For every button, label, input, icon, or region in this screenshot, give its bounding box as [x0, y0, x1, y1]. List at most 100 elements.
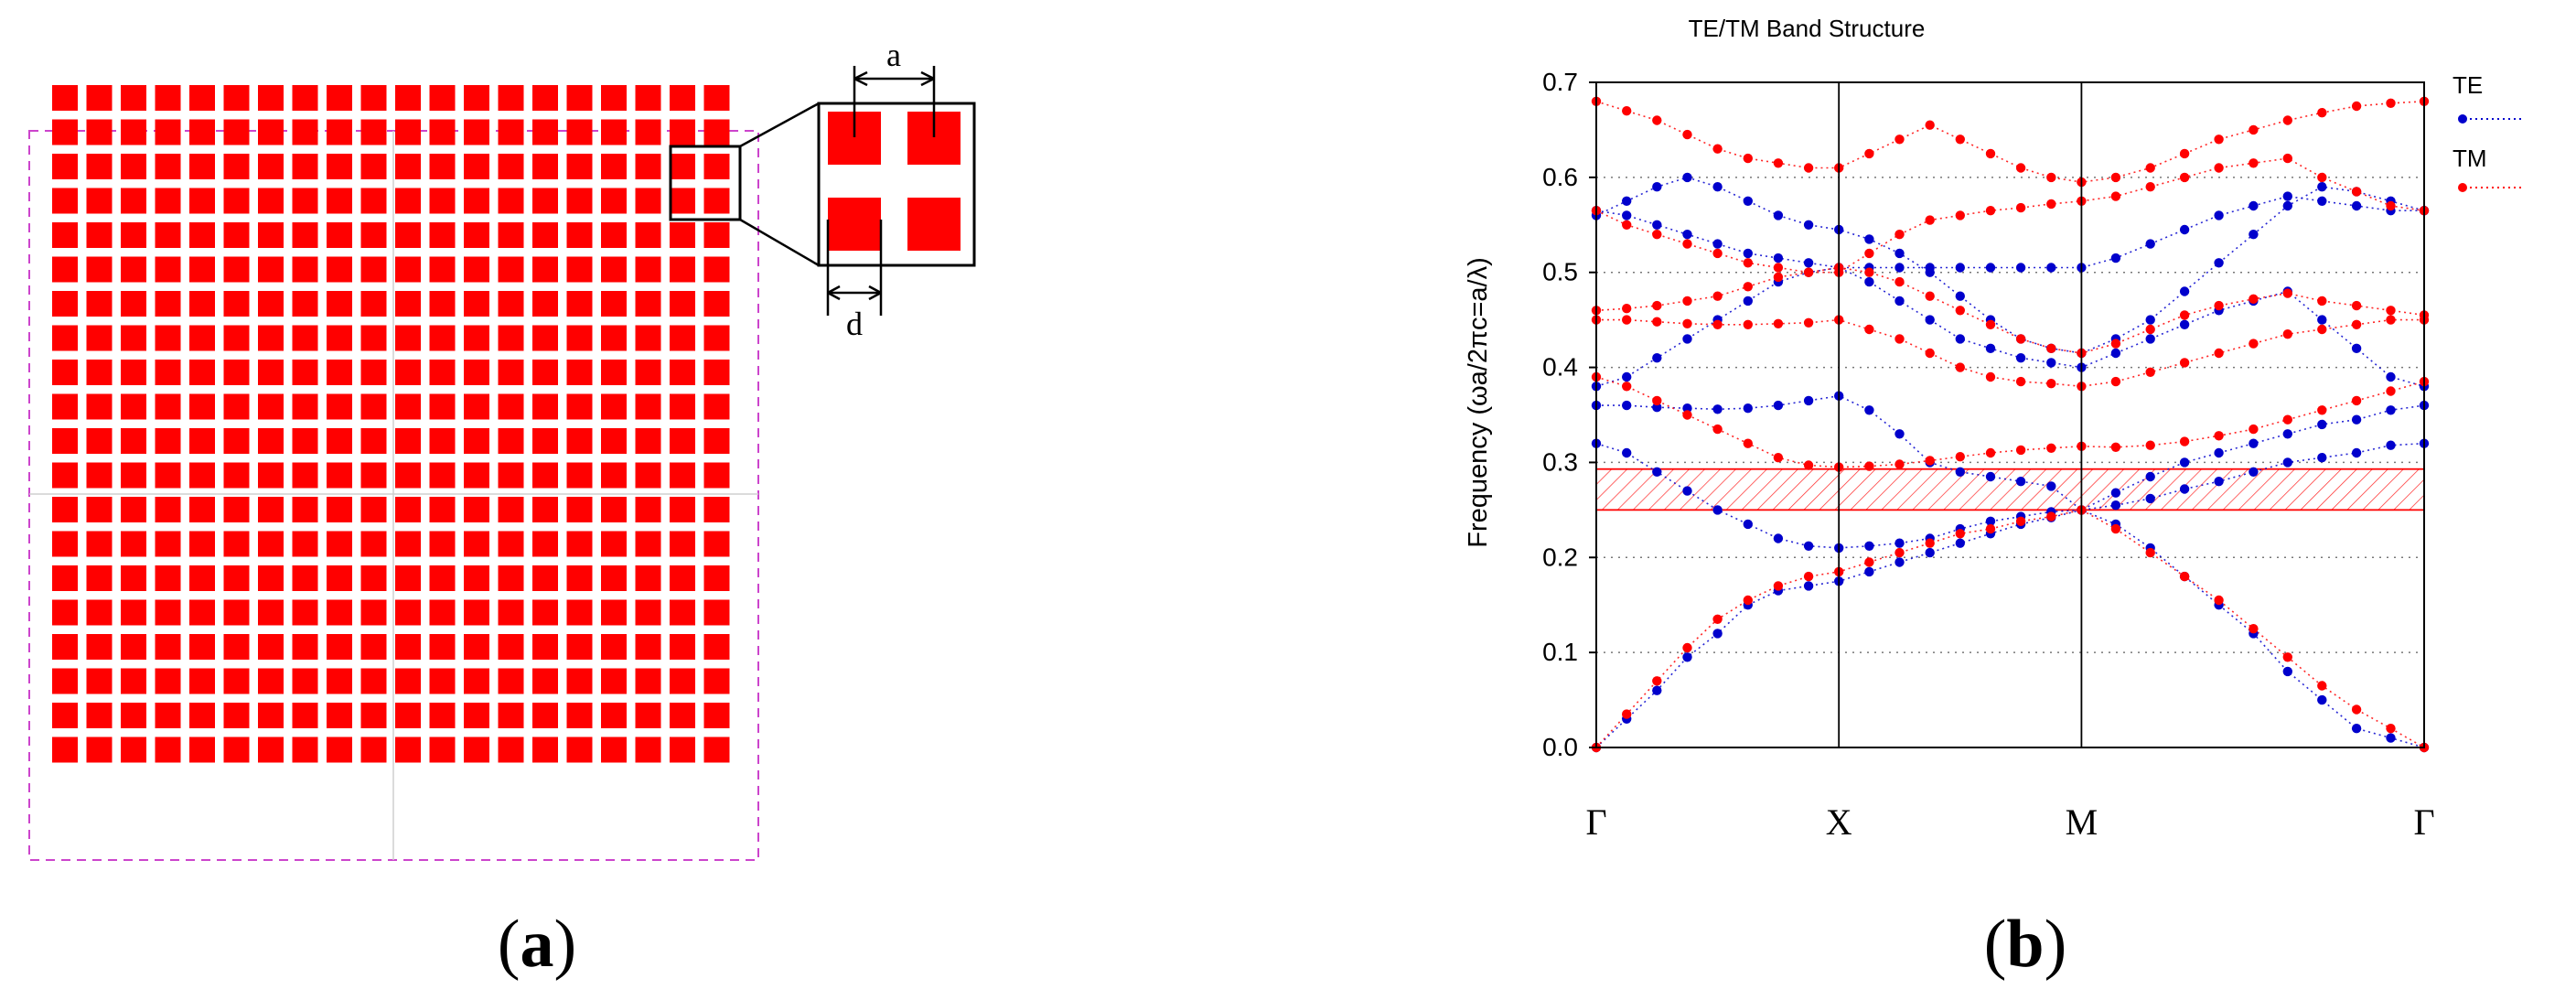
lattice-rod	[464, 222, 489, 248]
band-point-te	[1743, 196, 1754, 206]
lattice-rod	[327, 393, 352, 420]
x-tick-label: M	[2066, 801, 2098, 843]
lattice-rod	[429, 256, 456, 283]
x-tick-label: Γ	[2413, 801, 2434, 843]
lattice-rod	[155, 634, 181, 660]
band-point-te	[2386, 371, 2396, 382]
band-point-te	[1712, 629, 1723, 639]
lattice-rod	[703, 222, 730, 248]
lattice-rod	[464, 668, 489, 694]
lattice-rod	[429, 737, 456, 763]
lattice-rod	[155, 668, 181, 694]
band-point-te	[1682, 403, 1692, 414]
panel-label-a-open: (	[497, 907, 521, 982]
lattice-rod	[258, 85, 284, 111]
band-point-te	[1894, 429, 1905, 439]
lattice-rod	[395, 703, 421, 728]
panel-label-a: (a)	[427, 906, 647, 984]
lattice-rod	[86, 462, 113, 489]
lattice-rod	[223, 154, 250, 179]
band-point-te	[2351, 447, 2362, 458]
band-point-te	[2214, 477, 2224, 487]
y-tick-label: 0.7	[1542, 68, 1578, 96]
lattice-rod	[155, 531, 181, 557]
band-point-tm	[2351, 395, 2362, 406]
lattice-rod	[703, 634, 730, 660]
lattice-rod	[258, 188, 284, 214]
lattice-rod	[258, 703, 284, 728]
dimension-a-arrow-right	[920, 70, 935, 87]
lattice-rod	[395, 119, 421, 145]
lattice-rod	[464, 393, 489, 420]
band-point-tm	[1773, 272, 1784, 283]
lattice-rod	[155, 428, 181, 454]
lattice-rod	[360, 703, 387, 728]
lattice-rod	[121, 462, 146, 489]
band-point-tm	[1773, 318, 1784, 328]
lattice-rod	[360, 462, 387, 489]
lattice-rod	[566, 531, 593, 557]
lattice-rod	[395, 599, 421, 626]
lattice-rod	[532, 85, 558, 111]
lattice-rod	[155, 85, 181, 111]
lattice-rod	[327, 256, 352, 283]
lattice-rod	[121, 497, 146, 522]
lattice-rod	[703, 291, 730, 317]
band-point-tm	[1652, 395, 1662, 406]
lattice-rod	[635, 737, 661, 763]
lattice-rod	[464, 531, 489, 557]
lattice-rod	[327, 737, 352, 763]
lattice-rod	[155, 393, 181, 420]
lattice-rod	[360, 325, 387, 351]
band-point-te	[2386, 440, 2396, 450]
lattice-rod	[86, 291, 113, 317]
lattice-rod	[52, 497, 78, 522]
band-point-te	[2282, 200, 2292, 211]
band-point-tm	[2351, 319, 2362, 329]
lattice-rod	[395, 462, 421, 489]
lattice-rod	[121, 256, 146, 283]
band-point-te	[1743, 296, 1754, 306]
band-point-tm	[1622, 106, 1632, 116]
y-tick-label: 0.1	[1542, 638, 1578, 666]
lattice-rod	[566, 188, 593, 214]
lattice-rod	[189, 428, 215, 454]
lattice-rod	[670, 119, 695, 145]
lattice-rod	[670, 737, 695, 763]
band-point-te	[2351, 343, 2362, 353]
band-point-tm	[1682, 239, 1692, 249]
lattice-rod	[360, 393, 387, 420]
band-point-te	[1712, 239, 1723, 249]
lattice-rod	[86, 531, 113, 557]
lattice-rod	[635, 428, 661, 454]
band-line-tm	[1596, 318, 2424, 388]
lattice-rod	[532, 737, 558, 763]
lattice-rod	[566, 428, 593, 454]
band-point-tm	[1622, 220, 1632, 230]
band-line-tm	[1595, 101, 2425, 183]
panel-label-b-open: (	[1983, 907, 2007, 982]
band-point-te	[1925, 315, 1935, 325]
lattice-rod	[395, 565, 421, 591]
band-point-tm	[2351, 187, 2362, 197]
band-point-te	[1864, 234, 1874, 244]
band-point-tm	[1682, 129, 1692, 140]
lattice-rod	[52, 599, 78, 626]
lattice-rod	[189, 188, 215, 214]
lattice-rod	[429, 531, 456, 557]
lattice-rod	[703, 428, 730, 454]
lattice-rod	[464, 154, 489, 179]
lattice-rod	[532, 291, 558, 317]
lattice-rod	[498, 428, 524, 454]
band-point-te	[2015, 263, 2026, 273]
lattice-rod	[566, 668, 593, 694]
lattice-rod	[464, 565, 489, 591]
dimension-a-arrow-left	[853, 70, 868, 87]
lattice-rod	[360, 154, 387, 179]
lattice-rod	[258, 360, 284, 385]
lattice-rod	[121, 360, 146, 385]
lattice-rod	[155, 497, 181, 522]
lattice-rod	[601, 291, 627, 317]
band-point-tm	[1743, 319, 1754, 329]
